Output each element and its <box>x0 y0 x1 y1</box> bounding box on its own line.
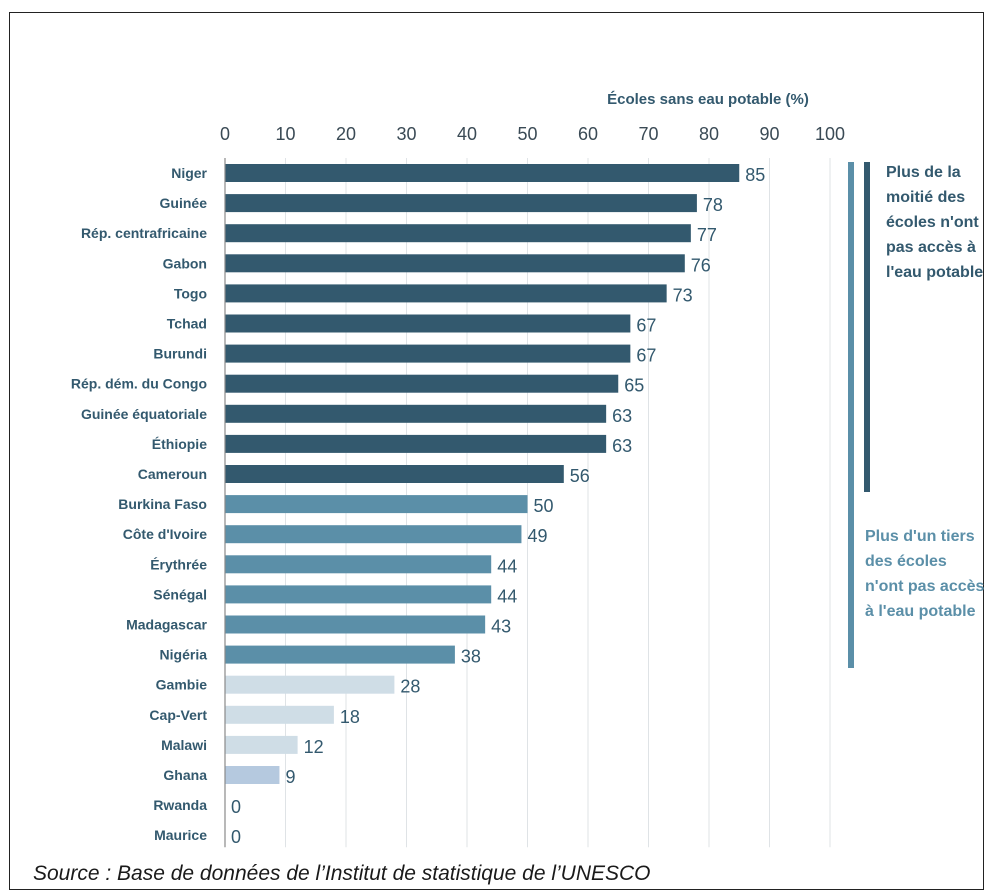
bar <box>225 585 492 604</box>
value-label: 77 <box>697 225 717 245</box>
bar <box>225 284 667 303</box>
bar <box>225 735 298 754</box>
bar <box>225 675 395 694</box>
category-label: Tchad <box>167 316 207 332</box>
source-note: Source : Base de données de l’Institut d… <box>33 862 651 885</box>
value-label: 76 <box>691 255 711 275</box>
category-label: Éthiopie <box>152 436 207 452</box>
bar <box>225 254 685 273</box>
category-label: Ghana <box>163 767 207 783</box>
bar <box>225 525 522 544</box>
x-tick-label: 20 <box>336 124 356 144</box>
value-label: 9 <box>285 767 295 787</box>
category-label: Niger <box>171 165 207 181</box>
third-bracket <box>848 162 854 668</box>
value-label: 50 <box>534 496 554 516</box>
value-label: 0 <box>231 827 241 847</box>
x-tick-label: 90 <box>759 124 779 144</box>
category-label: Gambie <box>156 677 208 693</box>
category-label: Guinée équatoriale <box>81 406 207 422</box>
value-label: 65 <box>624 376 644 396</box>
bar <box>225 555 492 574</box>
value-label: 67 <box>636 316 656 336</box>
bar <box>225 766 280 784</box>
bar <box>225 344 631 363</box>
category-label: Rép. dém. du Congo <box>71 376 207 392</box>
value-label: 63 <box>612 436 632 456</box>
category-label: Cap-Vert <box>149 707 207 723</box>
x-tick-label: 0 <box>220 124 230 144</box>
value-label: 28 <box>400 677 420 697</box>
category-label: Gabon <box>163 255 207 271</box>
category-label: Érythrée <box>150 556 207 572</box>
category-label: Nigéria <box>160 647 208 663</box>
category-label: Rép. centrafricaine <box>81 225 207 241</box>
chart-title: Écoles sans eau potable (%) <box>607 91 809 108</box>
bar <box>225 374 619 393</box>
bar <box>225 465 564 483</box>
value-label: 85 <box>745 165 765 185</box>
bar <box>225 194 697 213</box>
x-tick-label: 50 <box>517 124 537 144</box>
value-label: 43 <box>491 617 511 637</box>
bar <box>225 314 631 333</box>
value-label: 63 <box>612 406 632 426</box>
value-label: 78 <box>703 195 723 215</box>
value-label: 67 <box>636 346 656 366</box>
category-label: Madagascar <box>126 617 207 633</box>
value-label: 38 <box>461 647 481 667</box>
bar <box>225 434 607 453</box>
x-tick-label: 100 <box>815 124 845 144</box>
value-label: 0 <box>231 797 241 817</box>
x-tick-label: 60 <box>578 124 598 144</box>
value-label: 49 <box>527 526 547 546</box>
value-label: 12 <box>304 737 324 757</box>
x-tick-label: 70 <box>638 124 658 144</box>
bar <box>225 645 455 664</box>
category-label: Rwanda <box>153 797 207 813</box>
x-tick-label: 80 <box>699 124 719 144</box>
category-label: Togo <box>174 285 207 301</box>
bar <box>225 224 691 243</box>
category-label: Malawi <box>161 737 207 753</box>
annotation-third: Plus d'un tiers des écoles n'ont pas acc… <box>865 528 985 620</box>
category-label: Sénégal <box>153 586 207 602</box>
annotation-majority: Plus de la moitié des écoles n'ont pas a… <box>886 164 984 281</box>
category-label: Cameroun <box>138 466 207 482</box>
bar <box>225 615 486 634</box>
category-label: Burundi <box>153 346 207 362</box>
category-label: Côte d'Ivoire <box>123 526 207 542</box>
value-label: 73 <box>673 285 693 305</box>
bar <box>225 705 334 724</box>
x-tick-label: 10 <box>275 124 295 144</box>
bar <box>225 495 528 514</box>
category-label: Guinée <box>160 195 208 211</box>
bar <box>225 164 740 182</box>
x-tick-label: 40 <box>457 124 477 144</box>
value-label: 56 <box>570 466 590 486</box>
x-tick-label: 30 <box>396 124 416 144</box>
category-label: Burkina Faso <box>118 496 207 512</box>
bar <box>225 404 607 423</box>
category-label: Maurice <box>154 827 207 843</box>
majority-bracket <box>864 162 870 492</box>
value-label: 18 <box>340 707 360 727</box>
value-label: 44 <box>497 556 517 576</box>
value-label: 44 <box>497 586 517 606</box>
